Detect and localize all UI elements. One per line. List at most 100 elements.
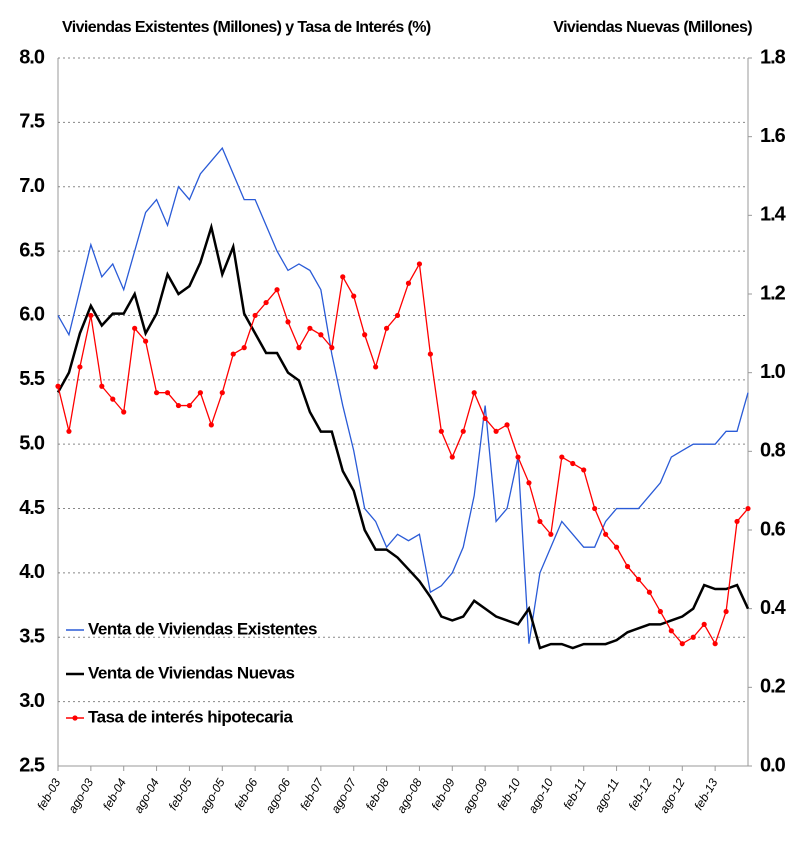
marker [351,293,357,299]
series-line [57,261,749,646]
marker [383,325,390,331]
marker [143,338,149,344]
marker [603,531,609,537]
x-tick-label: feb-08 [363,776,392,813]
marker [482,415,488,422]
marker [99,383,105,389]
marker [340,274,346,280]
marker [734,518,740,525]
legend-marker [72,715,78,721]
marker [329,345,335,351]
marker [88,312,94,319]
series-line [57,146,749,644]
marker [559,454,565,460]
marker [723,608,729,615]
marker [263,299,269,306]
marker [548,531,554,537]
y-tick-label: 5.0 [19,432,45,454]
marker [362,332,368,338]
marker [613,544,620,550]
x-tick-label: ago-08 [394,776,425,816]
marker [701,621,707,628]
series-line [56,222,750,650]
y-tick-label: 3.5 [19,626,45,648]
marker [241,345,247,351]
y-tick-label: 8.0 [19,46,45,68]
y2-tick-label: 0.6 [760,518,786,540]
legend-label: Venta de Viviendas Existentes [88,619,317,638]
x-tick-label: ago-05 [197,776,228,816]
marker [679,641,685,647]
y2-tick-label: 0.0 [760,754,786,776]
marker [296,345,302,351]
y2-tick-label: 0.8 [760,440,786,462]
x-tick-label: ago-12 [657,776,688,816]
marker [416,261,423,267]
x-tick-label: feb-06 [231,776,260,813]
x-tick-label: feb-09 [428,776,457,813]
y-tick-label: 7.5 [19,111,45,133]
marker [592,505,598,512]
y2-tick-label: 1.0 [760,361,786,383]
x-tick-label: feb-03 [34,776,63,813]
y-tick-label: 4.0 [19,561,45,583]
x-tick-label: feb-13 [691,776,720,813]
y-tick-label: 7.0 [19,175,45,197]
y2-tick-label: 0.2 [760,676,786,698]
marker [153,390,160,396]
marker [449,454,455,460]
marker [175,402,182,409]
marker [274,287,280,293]
marker [121,409,127,415]
y2-tick-label: 1.2 [760,282,786,304]
y-tick-label: 6.0 [19,304,45,326]
y-tick-label: 2.5 [19,754,45,776]
marker [66,428,72,434]
marker [373,364,379,370]
legend-label: Venta de Viviendas Nuevas [88,663,294,682]
marker [318,332,324,338]
marker [197,390,203,396]
marker [493,428,499,434]
marker [252,312,258,319]
marker [460,428,466,434]
marker [668,628,674,634]
x-tick-label: ago-09 [460,776,491,816]
marker [635,576,642,582]
marker [690,634,696,640]
marker [515,454,521,460]
marker [186,402,193,409]
x-tick-label: ago-10 [525,776,556,816]
x-tick-label: feb-12 [626,776,655,813]
x-tick-label: feb-10 [494,776,523,813]
marker [230,351,236,357]
x-tick-label: ago-03 [65,776,96,816]
marker [570,460,576,467]
x-tick-label: feb-11 [560,776,589,812]
marker [164,390,171,396]
y-tick-label: 5.5 [19,368,45,390]
marker [712,641,718,647]
marker [394,312,401,319]
x-tick-label: ago-07 [328,775,359,816]
marker [745,505,751,512]
y-axis-title: Viviendas Existentes (Millones) y Tasa d… [62,19,431,36]
marker [405,280,412,286]
x-tick-label: feb-07 [297,775,327,813]
x-tick-label: ago-11 [592,776,622,815]
legend-label: Tasa de interés hipotecaria [88,707,293,726]
y2-tick-label: 1.8 [760,46,786,68]
marker [208,422,214,428]
marker [307,325,313,331]
marker [55,383,61,389]
marker [219,390,225,396]
y2-tick-label: 0.4 [760,597,787,619]
marker [471,390,477,396]
y-tick-label: 3.0 [19,690,45,712]
y-tick-label: 4.5 [19,497,45,519]
marker [77,364,83,370]
y2-tick-label: 1.6 [760,125,786,147]
y2-axis-title: Viviendas Nuevas (Millones) [553,19,752,36]
marker [110,396,116,402]
